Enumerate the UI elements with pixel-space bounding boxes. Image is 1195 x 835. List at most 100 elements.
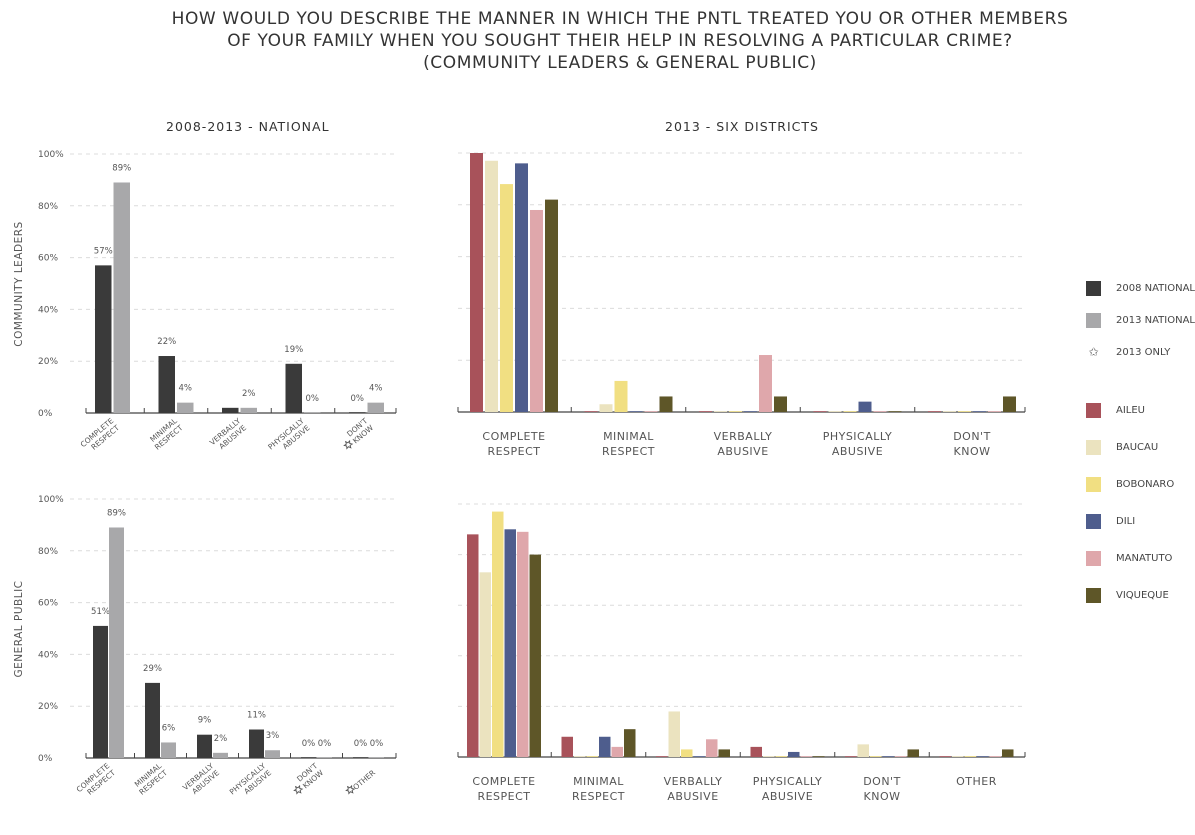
data-label: 4%	[369, 384, 383, 394]
data-label: 2%	[214, 734, 228, 744]
data-label: 57%	[94, 246, 113, 256]
y-tick-label: 20%	[38, 357, 58, 367]
data-label: 0%	[306, 394, 320, 404]
bar	[828, 411, 842, 412]
bar	[873, 411, 887, 412]
legend-swatch	[1086, 312, 1101, 328]
bar	[952, 756, 964, 757]
bar	[895, 756, 907, 757]
x-category-label: RESPECT	[477, 790, 530, 803]
x-category-label: MINIMAL	[603, 430, 654, 443]
bar	[973, 411, 986, 412]
bar	[988, 411, 1001, 412]
bar	[843, 411, 857, 412]
data-label: 22%	[157, 337, 176, 347]
data-label: 9%	[198, 716, 212, 726]
bar	[529, 554, 541, 757]
x-category-label: ABUSIVE	[762, 790, 813, 803]
bar	[763, 756, 775, 757]
bar	[504, 529, 516, 757]
y-tick-label: 0%	[38, 754, 53, 764]
legend-label: BOBONARO	[1116, 478, 1175, 490]
y-tick-label: 60%	[38, 599, 58, 609]
bar	[644, 411, 658, 412]
x-category-label: OTHER	[345, 768, 377, 795]
y-tick-label: 40%	[38, 305, 58, 315]
legend-label: AILEU	[1116, 404, 1145, 416]
x-category-label: ABUSIVE	[832, 445, 883, 458]
data-label: 89%	[107, 508, 126, 518]
y-tick-label: 80%	[38, 202, 58, 212]
bar	[213, 752, 228, 758]
bar	[718, 749, 730, 757]
legend-item: ✩ 2013 ONLY	[1086, 344, 1170, 360]
bar	[479, 572, 491, 757]
subtitle-districts: 2013 - SIX DISTRICTS	[665, 119, 819, 134]
data-label: 0%	[302, 739, 316, 749]
data-label: 4%	[179, 384, 193, 394]
chart-title-line: HOW WOULD YOU DESCRIBE THE MANNER IN WHI…	[171, 9, 1069, 29]
data-label: 51%	[91, 607, 110, 617]
bar	[530, 209, 543, 412]
bar	[515, 163, 528, 412]
legend-label: DILI	[1116, 515, 1136, 527]
bar	[500, 184, 513, 412]
bar	[939, 756, 951, 757]
x-category-label: COMPLETE	[472, 775, 535, 788]
x-category-label: RESPECT	[602, 445, 655, 458]
bar	[367, 402, 384, 413]
y-axis-label: COMMUNITY LEADERS	[13, 221, 25, 346]
bar	[349, 412, 366, 413]
legend-item: BAUCAU	[1086, 439, 1158, 455]
bar	[813, 756, 825, 757]
x-category-label: MINIMAL	[573, 775, 624, 788]
legend-item: VIQUEQUE	[1086, 587, 1169, 603]
data-label: 2%	[242, 389, 256, 399]
x-category-label: COMPLETE	[482, 430, 545, 443]
bar	[693, 756, 705, 757]
bar	[681, 749, 693, 757]
data-label: 11%	[247, 711, 266, 721]
bar	[599, 736, 611, 757]
x-category-label: RESPECT	[487, 445, 540, 458]
bar	[561, 736, 573, 757]
bar	[989, 756, 1001, 757]
legend-item: MANATUTO	[1086, 550, 1172, 566]
bar	[750, 746, 762, 757]
bar	[775, 756, 787, 757]
bar	[714, 411, 727, 412]
bar	[545, 199, 558, 412]
subtitle-national: 2008-2013 - NATIONAL	[166, 119, 330, 134]
x-category-label: ABUSIVE	[667, 790, 718, 803]
legend-swatch	[1086, 476, 1101, 492]
bar	[517, 531, 529, 757]
bar	[744, 411, 757, 412]
legend-swatch	[1086, 280, 1101, 296]
bar	[659, 396, 673, 412]
bar	[800, 756, 812, 757]
y-tick-label: 100%	[38, 150, 64, 160]
y-tick-label: 80%	[38, 547, 58, 557]
bar	[240, 407, 257, 413]
legend-swatch	[1086, 439, 1101, 455]
bar	[629, 411, 643, 412]
data-label: 29%	[143, 664, 162, 674]
data-label: 19%	[284, 345, 303, 355]
x-category-label-line: OTHER	[351, 768, 377, 792]
x-category-label: OTHER	[956, 775, 997, 788]
x-category-label: VERBALLY	[714, 430, 773, 443]
x-category-label: KNOW	[954, 445, 991, 458]
bar	[586, 756, 598, 757]
data-label: 89%	[112, 163, 131, 173]
chart-title-line: (COMMUNITY LEADERS & GENERAL PUBLIC)	[423, 53, 817, 73]
bar	[928, 411, 941, 412]
bar	[656, 756, 668, 757]
bar	[353, 757, 368, 758]
bar	[584, 411, 598, 412]
data-label: 0%	[354, 739, 368, 749]
bar	[857, 744, 869, 757]
bar	[1002, 749, 1014, 757]
